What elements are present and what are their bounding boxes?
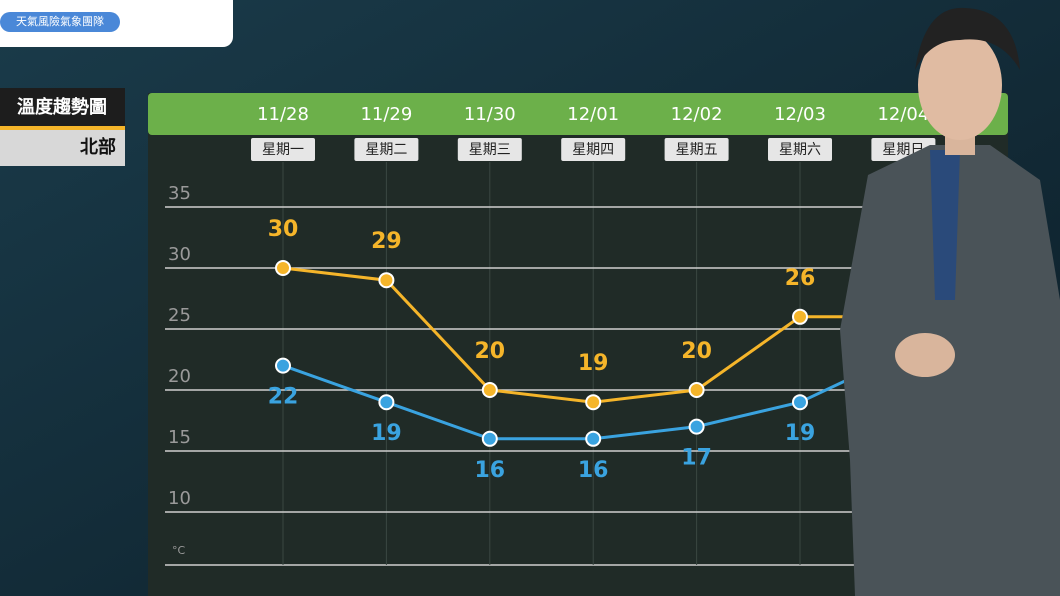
weekday-label: 星期二 (365, 142, 407, 158)
weekday-label: 星期五 (676, 142, 718, 158)
point (378, 272, 395, 289)
point (378, 394, 395, 411)
x-tick-label: 12/02 (671, 104, 723, 125)
point (481, 430, 498, 447)
value-label: 16 (474, 458, 505, 483)
point (275, 260, 291, 276)
suit (840, 145, 1060, 596)
badge-text: 天氣風險氣象團隊 (16, 14, 104, 28)
weekday-box (457, 138, 522, 161)
weekday-box (251, 138, 315, 161)
y-tick-label: 20 (168, 366, 191, 387)
tie (930, 150, 960, 300)
weekday-box (561, 138, 626, 161)
panel-accent (0, 126, 125, 130)
hair (915, 7, 1020, 70)
face (918, 30, 1002, 140)
value-label: 22 (268, 385, 299, 410)
value-label: 29 (371, 229, 402, 254)
point (481, 382, 498, 398)
value-label: 20 (474, 339, 505, 364)
x-tick-label: 12/01 (567, 104, 619, 125)
weekday-box (354, 138, 419, 161)
panel-title-bg (0, 88, 125, 126)
x-tick-label: 11/30 (464, 104, 516, 125)
weekday-label: 星期一 (262, 142, 304, 158)
point (688, 418, 705, 435)
x-tick-label: 11/29 (360, 104, 412, 125)
point (275, 357, 291, 374)
weekday-label: 星期六 (779, 142, 821, 158)
badge (0, 12, 120, 32)
point (585, 394, 602, 411)
value-label: 17 (681, 446, 712, 471)
weekday-label: 星期三 (469, 142, 511, 158)
x-tick-label: 11/28 (257, 104, 309, 125)
point (792, 308, 808, 325)
presenter (840, 7, 1060, 596)
value-label: 16 (578, 458, 609, 483)
weekday-box (768, 138, 832, 161)
y-tick-label: 30 (168, 244, 191, 265)
value-label: 26 (785, 266, 816, 291)
value-label: 30 (268, 217, 299, 242)
point (585, 430, 602, 447)
point (688, 382, 705, 398)
y-tick-label: 25 (168, 305, 191, 326)
panel-title: 溫度趨勢圖 (17, 96, 107, 118)
weekday-label: 星期四 (572, 142, 614, 158)
value-label: 19 (785, 421, 816, 446)
value-label: 19 (578, 351, 609, 376)
region: 北部 (80, 136, 116, 158)
point (792, 394, 808, 411)
header-bar (148, 93, 1008, 135)
value-label: 20 (681, 339, 712, 364)
weekday-box (664, 138, 729, 161)
x-tick-label: 12/04 (877, 104, 929, 125)
hands (895, 333, 955, 377)
value-label: 19 (371, 421, 402, 446)
x-tick-label: 12/03 (774, 104, 826, 125)
y-tick-label: 35 (168, 183, 191, 204)
y-tick-label: 15 (168, 427, 191, 448)
y-tick-label: 10 (168, 488, 191, 509)
unit-label: °C (172, 544, 186, 557)
region-bg (0, 130, 125, 166)
